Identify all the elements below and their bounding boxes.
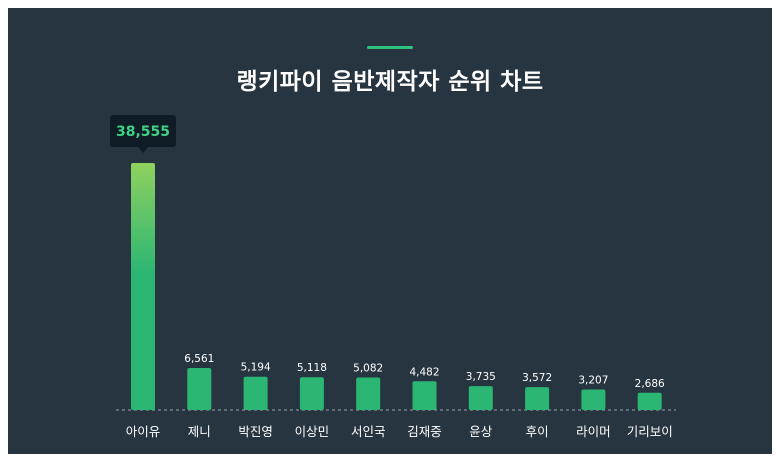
bar-chart: 38,555 아이유 6,561 제니 5,194 박진영 5,118 이상민 5,082 서인국…: [110, 115, 676, 439]
category-label-8: 라이머: [576, 424, 611, 439]
category-label-2: 박진영: [238, 424, 273, 439]
category-label-9: 기리보이: [627, 424, 673, 439]
bar-9: [637, 392, 662, 410]
value-label-8: 3,207: [578, 374, 608, 386]
bar-7: [525, 387, 550, 410]
bar-1: [187, 367, 212, 410]
chart-title: 랭키파이 음반제작자 순위 차트: [236, 69, 544, 95]
value-tooltip: [110, 115, 176, 147]
title-accent-line: [367, 46, 413, 49]
chart-panel: 랭키파이 음반제작자 순위 차트 38,555 아이유 6,561 제니 5,194 박진…: [8, 8, 772, 454]
bar-5: [412, 381, 437, 410]
value-label-9: 2,686: [635, 378, 665, 390]
bar-3: [299, 377, 324, 410]
value-label-7: 3,572: [522, 372, 552, 384]
bar-2: [243, 376, 268, 410]
category-label-4: 서인국: [351, 424, 386, 439]
category-label-5: 김재중: [407, 424, 442, 439]
value-label-0: 38,555: [116, 124, 170, 140]
category-label-1: 제니: [188, 424, 211, 439]
category-label-7: 후이: [526, 424, 549, 439]
value-label-5: 4,482: [409, 366, 439, 378]
bar-8: [581, 389, 606, 410]
value-label-1: 6,561: [184, 353, 214, 365]
bar-6: [468, 386, 493, 410]
category-label-0: 아이유: [126, 424, 161, 439]
bar-0: [131, 163, 155, 410]
tooltip-pointer: [138, 147, 148, 153]
category-label-6: 윤상: [469, 424, 493, 439]
category-label-3: 이상민: [295, 424, 330, 439]
bar-4: [356, 377, 381, 410]
value-label-2: 5,194: [241, 362, 271, 374]
value-label-3: 5,118: [297, 362, 327, 374]
value-label-6: 3,735: [466, 371, 496, 383]
value-label-4: 5,082: [353, 362, 383, 374]
